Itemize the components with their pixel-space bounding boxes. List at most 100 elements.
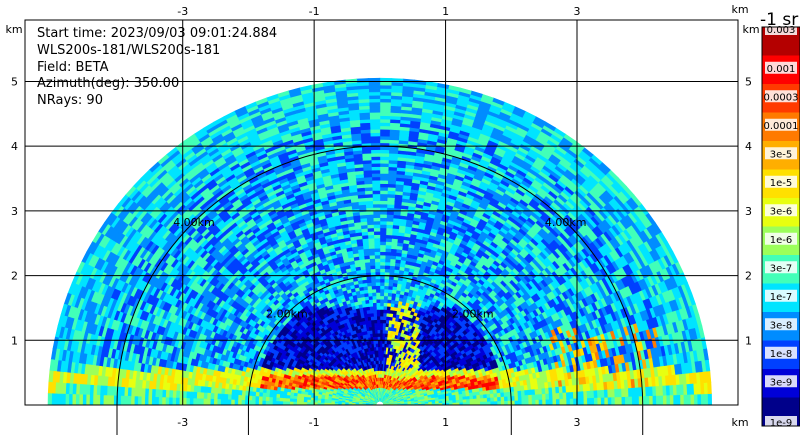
field-cell [285, 398, 291, 403]
field-cell [373, 241, 381, 246]
field-cell [379, 329, 383, 334]
field-cell [192, 398, 197, 405]
field-cell [366, 227, 375, 232]
field-cell [278, 397, 284, 403]
field-cell [372, 220, 381, 225]
field-cell [541, 393, 547, 400]
field-cell [372, 298, 377, 304]
field-cell [385, 319, 390, 324]
field-cell [503, 391, 509, 397]
field-cell [185, 397, 190, 405]
field-cell [366, 224, 374, 229]
field-cell [379, 295, 385, 300]
field-cell [261, 400, 266, 405]
field-cell [385, 224, 394, 229]
field-cell [258, 396, 263, 402]
field-cell [368, 302, 374, 307]
field-cell [375, 288, 381, 293]
field-cell [500, 400, 505, 405]
field-cell [185, 391, 191, 399]
field-cell [379, 258, 386, 263]
field-cell [483, 400, 488, 405]
field-cell [476, 401, 481, 405]
field-cell [385, 230, 393, 236]
field-cell [241, 395, 246, 401]
field-cell [379, 254, 386, 259]
field-cell [383, 298, 388, 304]
field-cell [303, 399, 308, 403]
field-cell [371, 295, 377, 300]
field-cell [379, 315, 384, 320]
field-cell [379, 336, 383, 341]
field-cell [548, 392, 554, 400]
field-cell [493, 400, 499, 405]
field-cell [384, 268, 390, 273]
field-cell [237, 399, 242, 405]
field-cell [268, 393, 274, 398]
field-cell [514, 399, 519, 405]
field-cell [386, 305, 391, 311]
field-cell [503, 395, 509, 402]
field-cell [385, 234, 393, 239]
field-cell [385, 220, 394, 226]
field-cell [374, 268, 381, 273]
field-cell [383, 292, 389, 297]
field-cell [517, 394, 523, 401]
field-cell [379, 305, 384, 310]
field-cell [289, 398, 294, 403]
field-cell [514, 395, 519, 401]
field-cell [306, 399, 311, 403]
field-cell [552, 398, 557, 405]
field-cell [234, 394, 239, 401]
field-cell [384, 258, 391, 263]
field-cell [278, 401, 284, 405]
field-cell [373, 227, 381, 232]
field-cell [480, 401, 485, 405]
field-cell [521, 399, 526, 405]
field-cell [286, 395, 291, 400]
field-cell [379, 309, 384, 314]
field-cell [206, 392, 211, 400]
field-cell [237, 394, 242, 401]
field-cell [376, 329, 381, 334]
field-cell [381, 332, 386, 338]
field-cell [272, 400, 277, 405]
field-cell [379, 261, 386, 266]
field-cell [251, 395, 256, 402]
field-cell [374, 258, 381, 263]
field-cell [366, 282, 372, 287]
field-cell [375, 302, 381, 307]
field-cell [366, 217, 374, 222]
field-cell [486, 397, 492, 402]
field-cell [479, 397, 485, 402]
field-cell [376, 325, 381, 331]
field-cell [382, 329, 386, 334]
field-cell [385, 241, 392, 246]
field-cell [569, 391, 574, 399]
field-cell [379, 342, 383, 348]
field-cell [376, 315, 381, 320]
field-cell [216, 399, 222, 405]
field-cell [374, 261, 381, 266]
field-cell [379, 224, 387, 229]
field-cell [382, 319, 387, 324]
field-cell [479, 393, 484, 399]
field-cell [373, 244, 381, 249]
field-cell [373, 237, 381, 242]
field-cell [386, 217, 394, 222]
field-cell [282, 397, 287, 403]
field-cell [486, 393, 491, 398]
field-cell [510, 395, 516, 401]
field-cell [374, 251, 381, 256]
field-cell [531, 399, 537, 405]
field-cell [379, 288, 385, 293]
field-cell [379, 230, 387, 236]
field-cell [227, 399, 232, 405]
field-cell [292, 398, 298, 403]
field-cell [234, 399, 239, 405]
field-cell [384, 264, 391, 270]
field-cell [524, 399, 530, 405]
field-cell [562, 398, 568, 405]
field-cell [383, 281, 389, 287]
field-cell [373, 224, 381, 229]
